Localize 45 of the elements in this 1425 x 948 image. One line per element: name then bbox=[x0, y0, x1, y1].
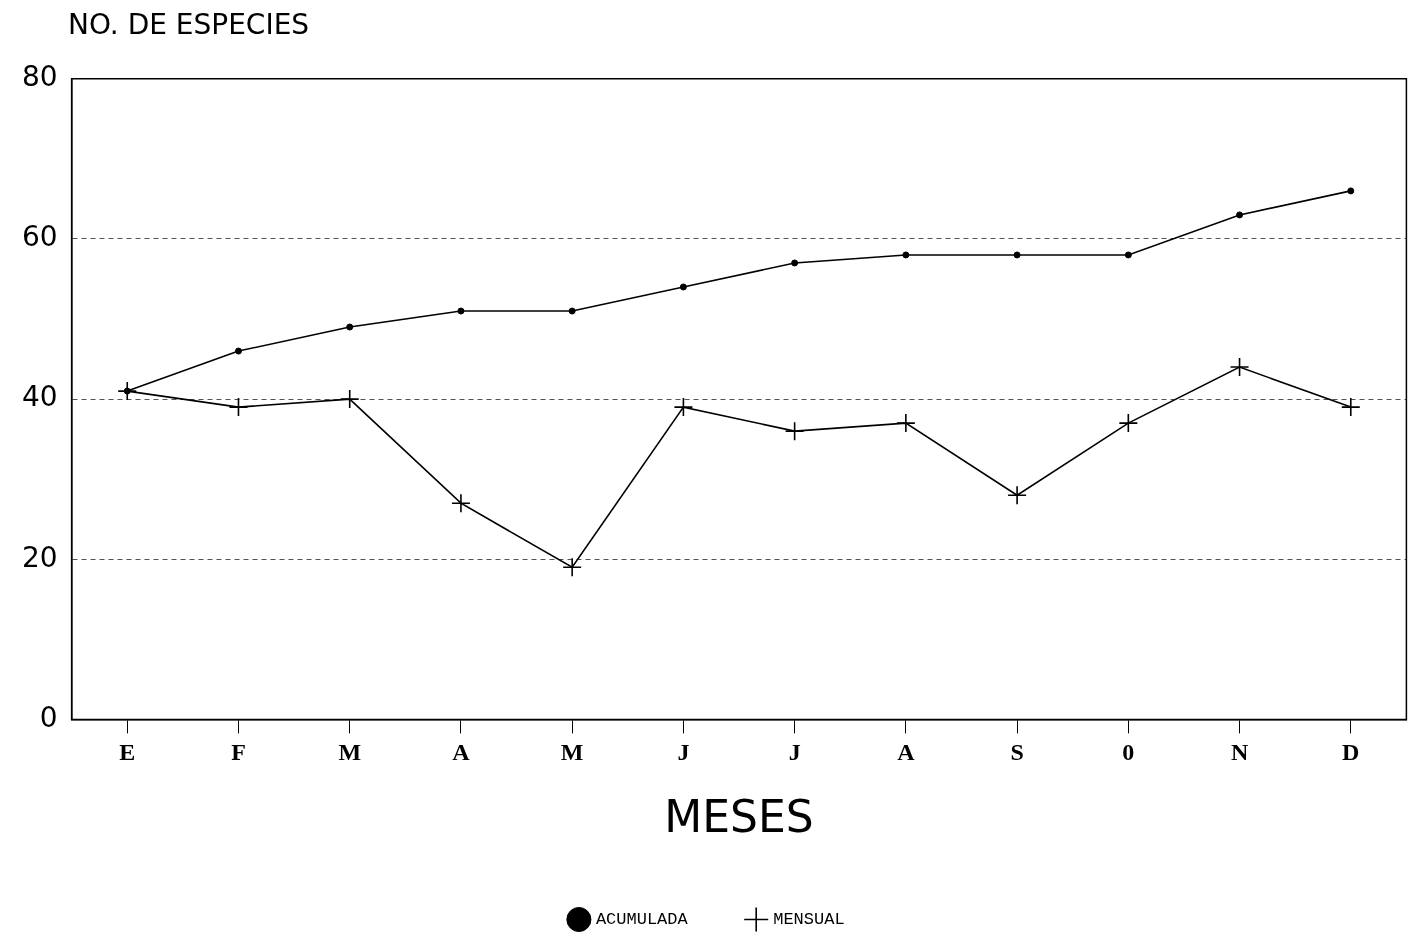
point bbox=[1347, 187, 1355, 195]
y-tick-label: 0 bbox=[39, 700, 58, 734]
point bbox=[673, 397, 694, 417]
y-tick-label: 20 bbox=[21, 540, 58, 574]
point bbox=[234, 347, 242, 355]
legend-label: MENSUAL bbox=[773, 910, 845, 929]
point bbox=[457, 307, 465, 315]
point bbox=[1118, 413, 1139, 433]
point bbox=[1124, 251, 1132, 259]
point bbox=[1007, 485, 1027, 505]
x-axis-title: MESES bbox=[664, 791, 814, 843]
x-tick-label: 0 bbox=[1122, 739, 1135, 765]
y-tick-label: 60 bbox=[21, 220, 58, 254]
point bbox=[562, 557, 582, 578]
point bbox=[123, 387, 131, 395]
point bbox=[1013, 251, 1021, 259]
x-tick-label: A bbox=[452, 739, 471, 765]
x-tick-label: N bbox=[1230, 739, 1249, 765]
point bbox=[679, 283, 687, 291]
point bbox=[117, 381, 138, 401]
point bbox=[568, 307, 576, 315]
point bbox=[339, 389, 360, 409]
point bbox=[1236, 211, 1244, 219]
point bbox=[902, 251, 910, 259]
y-tick-label: 40 bbox=[21, 380, 58, 414]
point bbox=[896, 413, 916, 433]
point bbox=[1229, 357, 1250, 377]
point bbox=[228, 397, 249, 417]
x-tick-label: E bbox=[119, 739, 136, 765]
point bbox=[451, 493, 471, 513]
y-axis-title: NO. DE ESPECIES bbox=[67, 8, 311, 43]
x-tick-label: M bbox=[560, 739, 584, 765]
x-tick-label: D bbox=[1342, 739, 1360, 765]
x-tick-label: A bbox=[897, 739, 916, 765]
x-tick-label: F bbox=[231, 739, 246, 765]
point bbox=[346, 323, 354, 331]
x-tick-label: J bbox=[677, 739, 690, 765]
point bbox=[791, 259, 799, 267]
legend-label: ACUMULADA bbox=[595, 910, 689, 929]
x-tick-label: J bbox=[788, 739, 801, 765]
y-tick-label: 80 bbox=[21, 60, 58, 94]
point bbox=[784, 421, 805, 441]
x-tick-label: S bbox=[1010, 739, 1024, 765]
x-tick-label: M bbox=[338, 739, 362, 765]
point bbox=[1340, 397, 1361, 417]
